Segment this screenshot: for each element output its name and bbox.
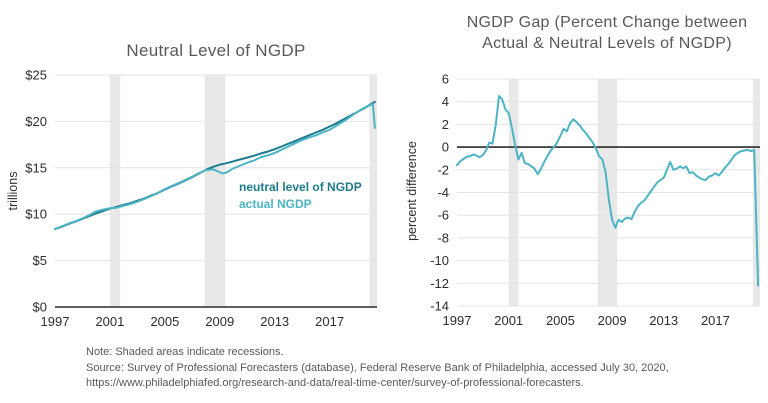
legend-item: actual NGDP <box>239 197 312 211</box>
x-tick-label: 2001 <box>95 314 124 329</box>
y-tick-label: $0 <box>33 300 47 315</box>
legend-item: neutral level of NGDP <box>239 180 362 194</box>
footer-notes: Note: Shaded areas indicate recessions. … <box>86 345 714 392</box>
right-chart-title-line1: NGDP Gap (Percent Change between <box>466 14 748 31</box>
x-tick-label: 2005 <box>546 313 575 328</box>
x-tick-label: 2013 <box>260 314 289 329</box>
y-tick-label: $5 <box>33 253 47 268</box>
x-tick-label: 2017 <box>701 313 730 328</box>
y-tick-label: -10 <box>430 253 449 268</box>
y-tick-label: 0 <box>442 140 449 155</box>
left-chart-plot: $0 $5 $10 $15 $20 $25 1997 2001 2005 2009 2013 2017 <box>25 68 377 329</box>
y-tick-label: $10 <box>25 207 47 222</box>
right-chart-title: NGDP Gap (Percent Change between Actual … <box>447 12 767 54</box>
x-tick-label: 1997 <box>41 314 70 329</box>
y-tick-label: -4 <box>437 185 449 200</box>
recession-band <box>109 75 121 307</box>
x-tick-label: 2001 <box>494 313 523 328</box>
y-tick-label: -14 <box>430 299 449 314</box>
recession-band <box>369 75 377 307</box>
y-tick-label: -12 <box>430 276 449 291</box>
y-tick-label: 6 <box>442 72 449 87</box>
y-tick-label: $25 <box>25 68 47 83</box>
y-tick-label: $15 <box>25 160 47 175</box>
left-chart-title: Neutral Level of NGDP <box>126 41 306 60</box>
x-tick-label: 2009 <box>598 313 627 328</box>
y-tick-label: -8 <box>437 230 449 245</box>
x-tick-label: 2017 <box>315 314 344 329</box>
y-tick-label: 2 <box>442 117 449 132</box>
x-tick-label: 1997 <box>443 313 472 328</box>
note-text: Note: Shaded areas indicate recessions. <box>86 346 284 358</box>
y-tick-label: 4 <box>442 94 449 109</box>
x-tick-label: 2009 <box>205 314 234 329</box>
series-line-1 <box>54 103 376 230</box>
recession-band <box>204 75 226 307</box>
left-chart-legend: neutral level of NGDP actual NGDP <box>239 179 362 213</box>
x-tick-label: 2013 <box>649 313 678 328</box>
x-tick-label: 2005 <box>150 314 179 329</box>
series-line-0 <box>456 95 760 287</box>
right-chart-title-line2: Actual & Neutral Levels of NGDP) <box>482 35 732 52</box>
y-tick-label: -2 <box>437 162 449 177</box>
y-tick-label: -6 <box>437 208 449 223</box>
y-tick-label: $20 <box>25 114 47 129</box>
source-text: Source: Survey of Professional Forecaste… <box>86 361 669 390</box>
